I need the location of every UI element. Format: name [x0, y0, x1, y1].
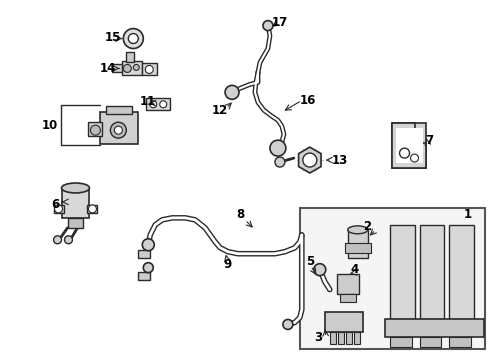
Bar	[344, 243, 370, 253]
Circle shape	[160, 101, 166, 108]
Text: 12: 12	[211, 104, 228, 117]
Bar	[339, 293, 355, 302]
Circle shape	[269, 140, 285, 156]
Text: 8: 8	[235, 208, 244, 221]
Text: 17: 17	[271, 16, 287, 29]
Text: 16: 16	[299, 94, 315, 107]
Circle shape	[224, 85, 239, 99]
Text: 11: 11	[140, 95, 156, 108]
Bar	[138, 250, 150, 258]
Circle shape	[55, 205, 62, 213]
Text: 4: 4	[350, 263, 358, 276]
Bar	[100, 112, 138, 144]
Circle shape	[123, 64, 131, 72]
Bar	[53, 205, 63, 213]
Circle shape	[313, 264, 325, 276]
Circle shape	[64, 236, 72, 244]
Bar	[299, 208, 484, 349]
Bar	[87, 205, 97, 213]
Circle shape	[128, 33, 138, 44]
Bar	[353, 332, 359, 345]
Circle shape	[114, 126, 122, 134]
Bar	[106, 106, 132, 114]
Polygon shape	[298, 147, 321, 173]
Circle shape	[283, 319, 292, 329]
Text: 3: 3	[313, 331, 321, 344]
Bar	[448, 337, 470, 347]
Bar	[419, 225, 444, 319]
Bar	[138, 272, 150, 280]
Circle shape	[263, 21, 272, 31]
Circle shape	[399, 148, 408, 158]
Circle shape	[302, 153, 316, 167]
Bar	[419, 337, 441, 347]
Bar	[336, 274, 358, 293]
Bar	[345, 332, 351, 345]
Bar	[67, 218, 83, 228]
Circle shape	[110, 122, 126, 138]
Bar	[391, 123, 426, 168]
Bar	[88, 122, 102, 136]
Text: 15: 15	[104, 31, 121, 44]
Circle shape	[410, 154, 418, 162]
Text: 13: 13	[331, 154, 347, 167]
Bar	[329, 332, 335, 345]
Circle shape	[90, 125, 100, 135]
Bar	[112, 64, 122, 72]
Circle shape	[143, 263, 153, 273]
Ellipse shape	[61, 183, 89, 193]
Circle shape	[149, 101, 157, 108]
Bar	[448, 225, 473, 319]
Bar	[324, 312, 362, 332]
Text: 5: 5	[305, 255, 313, 268]
Text: 7: 7	[425, 134, 433, 147]
Circle shape	[133, 64, 139, 71]
Bar	[395, 128, 423, 163]
Text: 9: 9	[223, 258, 231, 271]
Bar	[146, 98, 170, 110]
Bar	[61, 188, 89, 218]
Bar	[389, 337, 411, 347]
Circle shape	[274, 157, 285, 167]
Ellipse shape	[347, 226, 367, 234]
Bar	[122, 62, 142, 75]
Bar	[389, 225, 414, 319]
Polygon shape	[391, 123, 426, 168]
Bar	[384, 319, 483, 337]
Circle shape	[145, 66, 153, 73]
Text: 2: 2	[363, 220, 371, 233]
Text: 1: 1	[462, 208, 470, 221]
Text: 10: 10	[41, 119, 58, 132]
Circle shape	[88, 205, 96, 213]
Bar	[347, 230, 367, 258]
Text: 6: 6	[51, 198, 60, 211]
Circle shape	[123, 28, 143, 49]
Bar	[126, 53, 134, 62]
Bar	[142, 63, 157, 75]
Circle shape	[142, 239, 154, 251]
Text: 14: 14	[99, 62, 115, 75]
Circle shape	[53, 236, 61, 244]
Bar	[337, 332, 343, 345]
